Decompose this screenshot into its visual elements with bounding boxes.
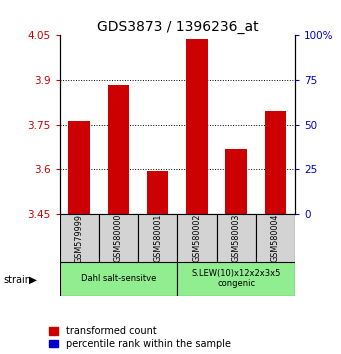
Title: GDS3873 / 1396236_at: GDS3873 / 1396236_at (97, 21, 258, 34)
Text: GSM580002: GSM580002 (192, 214, 202, 262)
Text: Dahl salt-sensitve: Dahl salt-sensitve (81, 274, 156, 283)
Text: ▶: ▶ (29, 275, 37, 285)
Bar (147, 213, 168, 214)
Bar (225, 213, 247, 214)
Bar (69, 210, 90, 214)
Bar (60, 262, 177, 296)
Bar (177, 262, 295, 296)
Bar (177, 214, 217, 262)
Bar (217, 214, 256, 262)
Bar (225, 149, 247, 214)
Bar (186, 210, 208, 214)
Text: S.LEW(10)x12x2x3x5
congenic: S.LEW(10)x12x2x3x5 congenic (191, 269, 281, 289)
Text: GSM580000: GSM580000 (114, 214, 123, 262)
Bar (186, 39, 208, 214)
Text: GSM580003: GSM580003 (232, 214, 241, 262)
Bar (69, 121, 90, 214)
Bar (60, 214, 99, 262)
Bar (108, 85, 129, 214)
Bar (265, 211, 286, 214)
Bar (99, 214, 138, 262)
Text: GSM580001: GSM580001 (153, 214, 162, 262)
Text: strain: strain (3, 275, 31, 285)
Bar (147, 171, 168, 214)
Text: GSM579999: GSM579999 (75, 213, 84, 263)
Bar (256, 214, 295, 262)
Bar (265, 112, 286, 214)
Bar (108, 210, 129, 214)
Legend: transformed count, percentile rank within the sample: transformed count, percentile rank withi… (49, 326, 231, 349)
Bar (138, 214, 177, 262)
Text: GSM580004: GSM580004 (271, 214, 280, 262)
